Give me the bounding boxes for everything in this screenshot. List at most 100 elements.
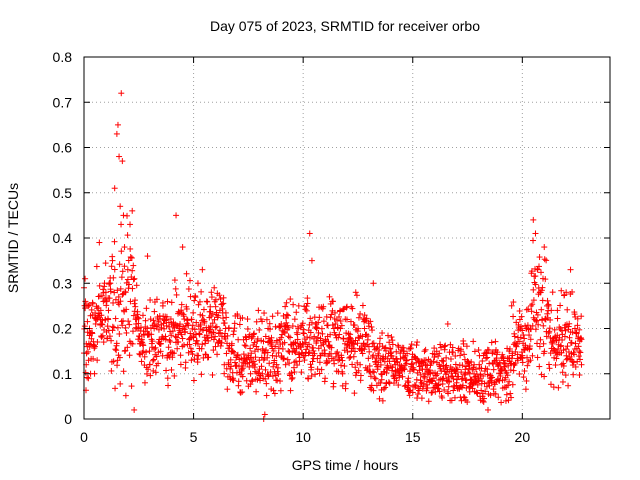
data-point bbox=[450, 375, 457, 382]
data-point bbox=[131, 275, 138, 282]
data-point bbox=[434, 382, 441, 389]
data-point bbox=[493, 357, 500, 364]
data-point bbox=[121, 244, 128, 251]
data-point bbox=[491, 381, 498, 388]
data-point bbox=[228, 340, 235, 347]
data-point bbox=[244, 316, 251, 323]
data-point bbox=[150, 356, 157, 363]
data-point bbox=[120, 317, 127, 324]
data-point bbox=[363, 367, 370, 374]
data-point bbox=[127, 298, 134, 305]
data-point bbox=[466, 388, 473, 395]
data-point bbox=[506, 378, 513, 385]
data-point bbox=[304, 295, 311, 302]
data-point bbox=[457, 348, 464, 355]
data-point bbox=[114, 324, 121, 331]
data-point bbox=[164, 298, 171, 305]
data-point bbox=[407, 345, 414, 352]
data-point bbox=[312, 371, 319, 378]
data-point bbox=[160, 320, 167, 327]
data-point bbox=[84, 343, 91, 350]
data-point bbox=[118, 318, 125, 325]
data-point bbox=[277, 387, 284, 394]
data-point bbox=[236, 321, 243, 328]
data-point bbox=[134, 308, 141, 315]
data-point bbox=[578, 336, 585, 343]
data-point bbox=[112, 346, 119, 353]
data-point bbox=[180, 323, 187, 330]
data-point bbox=[474, 381, 481, 388]
data-point bbox=[304, 300, 311, 307]
data-point bbox=[570, 359, 577, 366]
data-point bbox=[363, 315, 370, 322]
data-point bbox=[200, 306, 207, 313]
data-point bbox=[366, 362, 373, 369]
data-point bbox=[292, 349, 299, 356]
data-point bbox=[295, 302, 302, 309]
data-point bbox=[286, 360, 293, 367]
data-point bbox=[125, 318, 132, 325]
data-point bbox=[396, 370, 403, 377]
data-point bbox=[193, 337, 200, 344]
data-point bbox=[97, 307, 104, 314]
data-point bbox=[116, 261, 123, 268]
data-point bbox=[220, 315, 227, 322]
data-point bbox=[406, 392, 413, 399]
data-point bbox=[316, 314, 323, 321]
data-point bbox=[201, 318, 208, 325]
data-point bbox=[434, 370, 441, 377]
data-point bbox=[318, 325, 325, 332]
data-point bbox=[302, 352, 309, 359]
data-point bbox=[576, 326, 583, 333]
data-point bbox=[523, 306, 530, 313]
data-point bbox=[231, 349, 238, 356]
data-point bbox=[543, 333, 550, 340]
data-point bbox=[554, 315, 561, 322]
data-point bbox=[318, 366, 325, 373]
data-point bbox=[180, 313, 187, 320]
data-point bbox=[116, 153, 123, 160]
data-point bbox=[428, 378, 435, 385]
data-point bbox=[118, 274, 125, 281]
data-point bbox=[246, 359, 253, 366]
data-point bbox=[510, 361, 517, 368]
data-point bbox=[287, 334, 294, 341]
data-point bbox=[445, 374, 452, 381]
data-point bbox=[351, 322, 358, 329]
data-point bbox=[336, 313, 343, 320]
data-point bbox=[211, 316, 218, 323]
data-point bbox=[102, 289, 109, 296]
data-point bbox=[351, 341, 358, 348]
data-point bbox=[519, 327, 526, 334]
data-point bbox=[309, 358, 316, 365]
data-point bbox=[359, 350, 366, 357]
data-point bbox=[199, 312, 206, 319]
data-point bbox=[216, 307, 223, 314]
data-point bbox=[533, 317, 540, 324]
data-point bbox=[139, 341, 146, 348]
data-point bbox=[437, 341, 444, 348]
data-point bbox=[237, 389, 244, 396]
data-point bbox=[190, 334, 197, 341]
data-point bbox=[547, 316, 554, 323]
data-point bbox=[462, 370, 469, 377]
data-point bbox=[129, 285, 136, 292]
data-point bbox=[214, 351, 221, 358]
data-point bbox=[153, 353, 160, 360]
data-point bbox=[224, 332, 231, 339]
data-point bbox=[186, 335, 193, 342]
data-point bbox=[84, 348, 91, 355]
data-point bbox=[173, 212, 180, 219]
data-point bbox=[536, 289, 543, 296]
data-point bbox=[487, 392, 494, 399]
data-point bbox=[217, 329, 224, 336]
data-point bbox=[251, 339, 258, 346]
data-point bbox=[112, 385, 119, 392]
data-point bbox=[508, 394, 515, 401]
data-point bbox=[273, 339, 280, 346]
data-point bbox=[549, 289, 556, 296]
data-point bbox=[400, 365, 407, 372]
data-point bbox=[541, 348, 548, 355]
data-point bbox=[365, 323, 372, 330]
data-point bbox=[199, 266, 206, 273]
